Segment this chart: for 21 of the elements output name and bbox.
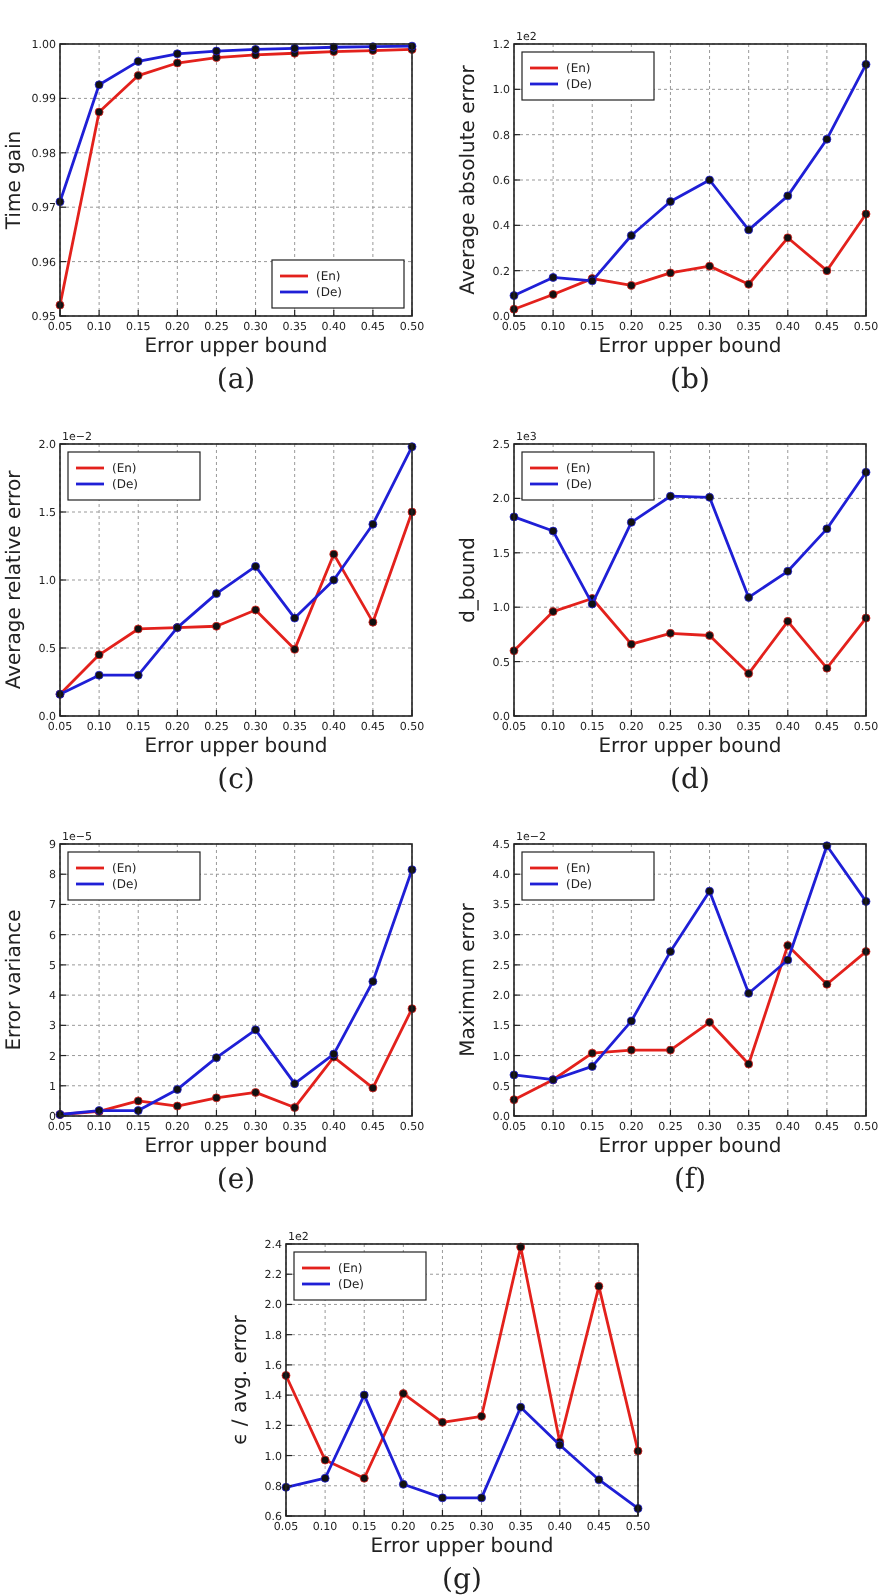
text: (e) bbox=[216, 1164, 256, 1196]
x-axis-title: Error upper bound bbox=[144, 336, 328, 358]
x-axis-title: Error upper bound bbox=[598, 336, 782, 358]
text: (g) bbox=[442, 1564, 482, 1596]
text: (f) bbox=[673, 1164, 707, 1196]
y-axis-title: Maximum error bbox=[458, 901, 480, 1057]
y-axis-title: Average relative error bbox=[4, 468, 26, 690]
y-axis-title: Error variance bbox=[4, 909, 26, 1051]
text: (b) bbox=[670, 364, 710, 396]
y-axis-title: Time gain bbox=[4, 130, 26, 232]
x-axis-title: Error upper bound bbox=[598, 1136, 782, 1158]
x-axis-title: Error upper bound bbox=[144, 1136, 328, 1158]
text: (d) bbox=[670, 764, 710, 796]
x-axis-title: Error upper bound bbox=[370, 1536, 554, 1558]
text: (c) bbox=[217, 764, 255, 796]
y-axis-title: Average absolute error bbox=[458, 63, 480, 295]
y-axis-title: d_bound bbox=[458, 537, 480, 623]
y-axis-title: ϵ / avg. error bbox=[230, 1313, 252, 1445]
text: (a) bbox=[216, 364, 256, 396]
x-axis-title: Error upper bound bbox=[598, 736, 782, 758]
x-axis-title: Error upper bound bbox=[144, 736, 328, 758]
